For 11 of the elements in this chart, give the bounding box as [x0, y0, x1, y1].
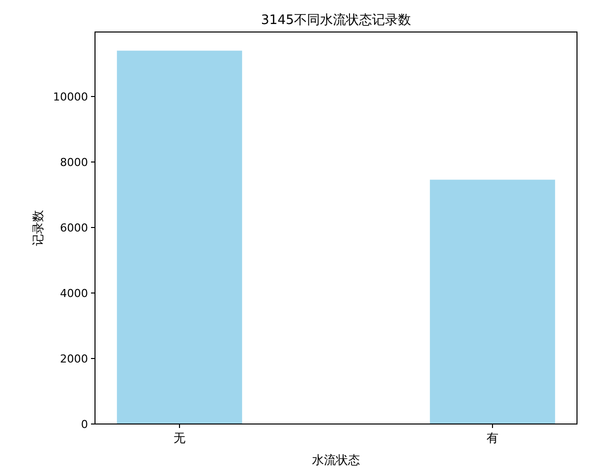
y-tick-label: 6000	[60, 222, 88, 235]
x-axis-title: 水流状态	[312, 453, 360, 467]
y-tick-label: 4000	[60, 287, 88, 300]
x-tick-label: 无	[174, 431, 186, 445]
y-axis-title: 记录数	[31, 210, 45, 246]
y-tick-label: 2000	[60, 352, 88, 366]
y-tick-label: 10000	[53, 90, 88, 104]
chart-title: 3145不同水流状态记录数	[260, 12, 412, 28]
x-tick-label: 有	[486, 431, 498, 445]
y-tick-label: 0	[81, 418, 88, 431]
y-tick-label: 8000	[60, 156, 88, 170]
